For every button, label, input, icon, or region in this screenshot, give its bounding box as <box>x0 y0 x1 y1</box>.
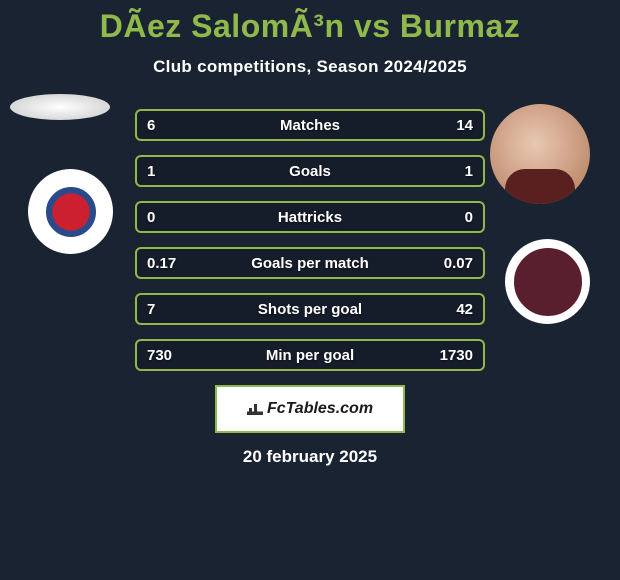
stat-value-left: 0.17 <box>147 255 176 272</box>
player-photo-right <box>490 104 590 204</box>
stat-label: Matches <box>280 117 340 134</box>
comparison-infographic: DÃez SalomÃ³n vs Burmaz Club competition… <box>0 0 620 467</box>
stat-value-left: 0 <box>147 209 155 226</box>
source-text: FcTables.com <box>267 400 373 418</box>
subtitle: Club competitions, Season 2024/2025 <box>0 57 620 77</box>
stat-value-right: 0 <box>465 209 473 226</box>
stat-value-left: 730 <box>147 347 172 364</box>
stat-row: 1 Goals 1 <box>135 155 485 187</box>
stat-row: 7 Shots per goal 42 <box>135 293 485 325</box>
stat-label: Hattricks <box>278 209 342 226</box>
date-label: 20 february 2025 <box>0 447 620 467</box>
stat-label: Goals per match <box>251 255 369 272</box>
page-title: DÃez SalomÃ³n vs Burmaz <box>0 8 620 45</box>
stat-row: 6 Matches 14 <box>135 109 485 141</box>
stat-row: 0.17 Goals per match 0.07 <box>135 247 485 279</box>
player-photo-left <box>10 94 110 120</box>
club-logo-left <box>28 169 113 254</box>
stat-value-right: 42 <box>456 301 473 318</box>
stat-label: Goals <box>289 163 331 180</box>
stat-value-right: 1 <box>465 163 473 180</box>
chart-icon <box>247 403 263 415</box>
stats-list: 6 Matches 14 1 Goals 1 0 Hattricks 0 0.1… <box>135 109 485 371</box>
stat-value-left: 6 <box>147 117 155 134</box>
stat-value-right: 14 <box>456 117 473 134</box>
source-badge: FcTables.com <box>215 385 405 433</box>
stat-label: Min per goal <box>266 347 354 364</box>
stat-label: Shots per goal <box>258 301 362 318</box>
comparison-area: 6 Matches 14 1 Goals 1 0 Hattricks 0 0.1… <box>0 109 620 467</box>
stat-row: 0 Hattricks 0 <box>135 201 485 233</box>
stat-value-left: 1 <box>147 163 155 180</box>
stat-value-right: 0.07 <box>444 255 473 272</box>
stat-row: 730 Min per goal 1730 <box>135 339 485 371</box>
stat-value-left: 7 <box>147 301 155 318</box>
club-logo-right <box>505 239 590 324</box>
stat-value-right: 1730 <box>440 347 473 364</box>
